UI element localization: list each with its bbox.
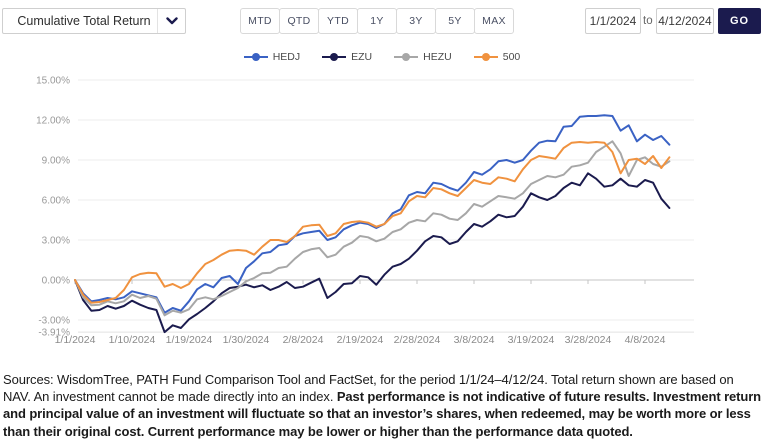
legend-marker-icon <box>243 53 268 61</box>
source-disclosure-text: Sources: WisdomTree, PATH Fund Compariso… <box>3 371 762 440</box>
go-button[interactable]: GO <box>718 8 761 34</box>
legend-marker-icon <box>322 53 347 61</box>
chevron-down-icon <box>157 9 185 33</box>
legend-marker-icon <box>473 53 498 61</box>
series-line-500 <box>74 141 671 304</box>
legend-label: HEDJ <box>272 51 301 63</box>
x-axis-label: 2/28/2024 <box>394 334 441 346</box>
line-chart: 15.00% 12.00% 9.00% 6.00% 3.00% 0.00% -3.00%-3… <box>36 76 694 346</box>
x-axis-label: 1/19/2024 <box>166 334 213 346</box>
y-axis-label: 6.00% <box>42 196 70 207</box>
disclosure-normal: Sources: WisdomTree, PATH Fund Compariso… <box>3 372 734 405</box>
period-button-max[interactable]: MAX <box>474 8 514 34</box>
y-axis-label: 0.00% <box>42 276 70 287</box>
x-axis-label: 2/19/2024 <box>337 334 384 346</box>
legend-label: HEZU <box>423 51 452 63</box>
y-axis-label: 15.00% <box>36 76 70 87</box>
x-axis-label: 1/10/2024 <box>109 334 156 346</box>
disclosure-bold: Past performance is not indicative of fu… <box>3 389 762 439</box>
legend-item-hedj[interactable]: HEDJ <box>243 51 301 63</box>
legend-marker-icon <box>394 53 419 61</box>
x-axis-label: 2/8/2024 <box>283 334 324 346</box>
legend-label: EZU <box>351 51 373 63</box>
date-from-input[interactable] <box>585 8 641 34</box>
y-axis-label: -3.91% <box>38 328 70 339</box>
series-line-hedj <box>74 114 671 314</box>
series-line-hezu <box>74 140 671 317</box>
date-range-to-label: to <box>643 15 653 27</box>
legend-item-hezu[interactable]: HEZU <box>394 51 452 63</box>
y-axis-label: -3.00% <box>38 316 70 327</box>
x-axis-label: 3/28/2024 <box>565 334 612 346</box>
chart-legend: HEDJ EZU HEZU 500 <box>0 49 764 65</box>
series-line-ezu <box>74 172 671 334</box>
period-button-3y[interactable]: 3Y <box>396 8 436 34</box>
metric-dropdown-value: Cumulative Total Return <box>17 14 151 28</box>
x-axis-label: 1/1/2024 <box>55 334 96 346</box>
period-button-group: MTD QTD YTD 1Y 3Y 5Y MAX <box>240 8 514 34</box>
x-axis-label: 1/30/2024 <box>223 334 270 346</box>
x-axis-label: 4/8/2024 <box>625 334 666 346</box>
y-axis-label: 3.00% <box>42 236 70 247</box>
y-axis-label: 12.00% <box>36 116 70 127</box>
x-axis-label: 3/19/2024 <box>508 334 555 346</box>
period-button-qtd[interactable]: QTD <box>279 8 319 34</box>
date-to-input[interactable] <box>656 8 714 34</box>
legend-label: 500 <box>502 51 521 63</box>
legend-item-ezu[interactable]: EZU <box>322 51 372 63</box>
x-axis-label: 3/8/2024 <box>454 334 495 346</box>
y-axis-label: 9.00% <box>42 156 70 167</box>
period-button-ytd[interactable]: YTD <box>318 8 358 34</box>
metric-dropdown[interactable]: Cumulative Total Return <box>2 8 186 34</box>
chart-canvas: 15.00% 12.00% 9.00% 6.00% 3.00% 0.00% -3.00% -3… <box>0 70 764 365</box>
period-button-mtd[interactable]: MTD <box>240 8 280 34</box>
period-button-5y[interactable]: 5Y <box>435 8 475 34</box>
period-button-1y[interactable]: 1Y <box>357 8 397 34</box>
legend-item-500[interactable]: 500 <box>473 51 521 63</box>
